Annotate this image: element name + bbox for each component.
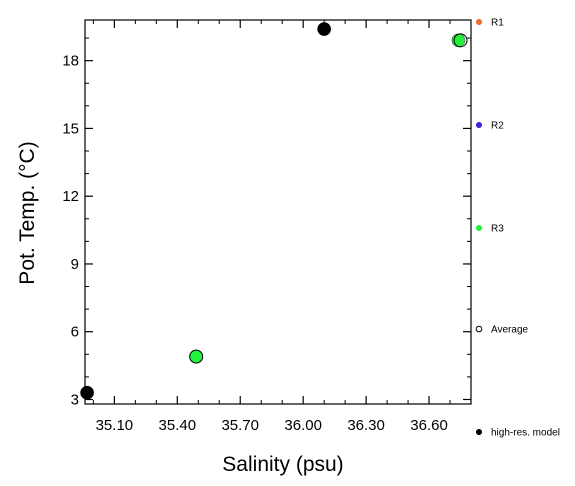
y-tick-label: 15	[62, 120, 79, 137]
x-tick-label: 35.10	[96, 417, 134, 434]
x-tick-label: 35.70	[221, 417, 259, 434]
x-axis-ticks: 35.10 35.40 35.70 36.00 36.30 36.60	[92, 20, 472, 434]
y-tick-label: 12	[62, 188, 79, 205]
legend-marker	[475, 325, 483, 333]
legend-label: R1	[491, 18, 504, 29]
x-tick-label: 36.60	[410, 417, 448, 434]
x-tick-label: 36.00	[284, 417, 322, 434]
data-point-average	[189, 349, 204, 364]
x-axis-title: Salinity (psu)	[222, 453, 343, 476]
x-tick-label: 36.30	[347, 417, 385, 434]
legend-label: R3	[491, 224, 504, 235]
y-tick-label: 9	[71, 256, 79, 273]
legend-label: Average	[491, 325, 529, 336]
y-axis-ticks: 3 6 9 12 15 18	[62, 37, 471, 408]
data-points	[80, 22, 468, 400]
legend: R1 R2 R3 Average high-res. model	[475, 18, 560, 439]
legend-label: R2	[491, 121, 504, 132]
y-axis-title: Pot. Temp. (°C)	[16, 141, 39, 284]
legend-marker	[475, 428, 483, 436]
data-point-high-res-model	[317, 22, 331, 36]
y-tick-label: 6	[71, 324, 79, 341]
y-tick-label: 3	[71, 391, 79, 408]
data-point-average	[453, 33, 468, 48]
legend-label: high-res. model	[491, 428, 560, 439]
y-tick-label: 18	[62, 53, 79, 70]
data-point-high-res-model	[80, 385, 94, 400]
x-tick-label: 35.40	[159, 417, 197, 434]
legend-marker	[475, 18, 483, 26]
legend-marker	[475, 224, 483, 232]
plot-area-frame	[84, 19, 472, 405]
legend-marker	[475, 121, 483, 129]
